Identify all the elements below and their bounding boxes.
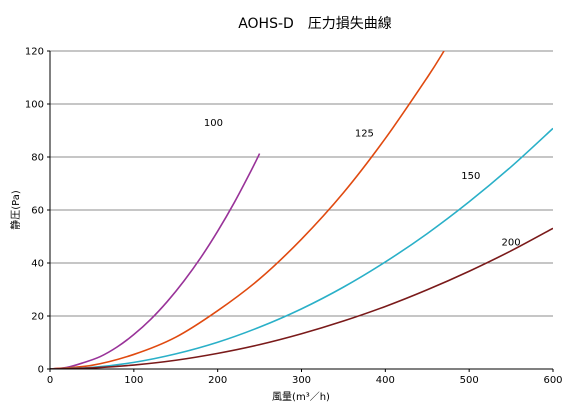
series-line-150 — [50, 127, 553, 369]
x-tick-label-200: 200 — [208, 375, 227, 386]
series-line-100 — [50, 153, 261, 369]
label-layer: 100 125 150 200 — [204, 118, 521, 248]
series-label-100: 100 — [204, 118, 223, 129]
y-tick-label-20: 20 — [31, 312, 44, 323]
axis-layer: 0 20 40 60 80 100 120 0 100 200 300 400 500 600 — [25, 47, 563, 387]
y-tick-label-60: 60 — [31, 206, 44, 217]
x-tick-label-100: 100 — [124, 375, 143, 386]
series-label-125: 125 — [355, 129, 374, 140]
x-tick-label-400: 400 — [376, 375, 395, 386]
series-layer — [50, 51, 553, 369]
y-tick-label-100: 100 — [25, 100, 44, 111]
series-label-150: 150 — [461, 171, 480, 182]
x-tick-label-0: 0 — [47, 375, 53, 386]
chart-title: AOHS-D 圧力損失曲線 — [238, 16, 392, 32]
y-axis-label: 静圧(Pa) — [9, 190, 22, 230]
x-tick-label-500: 500 — [460, 375, 479, 386]
x-axis-label: 風量(m³／h) — [272, 391, 330, 403]
series-line-200 — [50, 227, 553, 369]
series-label-200: 200 — [502, 237, 521, 248]
y-tick-label-40: 40 — [31, 259, 44, 270]
y-tick-label-0: 0 — [38, 365, 44, 376]
y-tick-label-80: 80 — [31, 153, 44, 164]
series-line-125 — [50, 51, 445, 369]
y-tick-label-120: 120 — [25, 47, 44, 58]
x-tick-label-600: 600 — [543, 375, 562, 386]
x-tick-label-300: 300 — [292, 375, 311, 386]
grid-layer — [50, 50, 553, 317]
